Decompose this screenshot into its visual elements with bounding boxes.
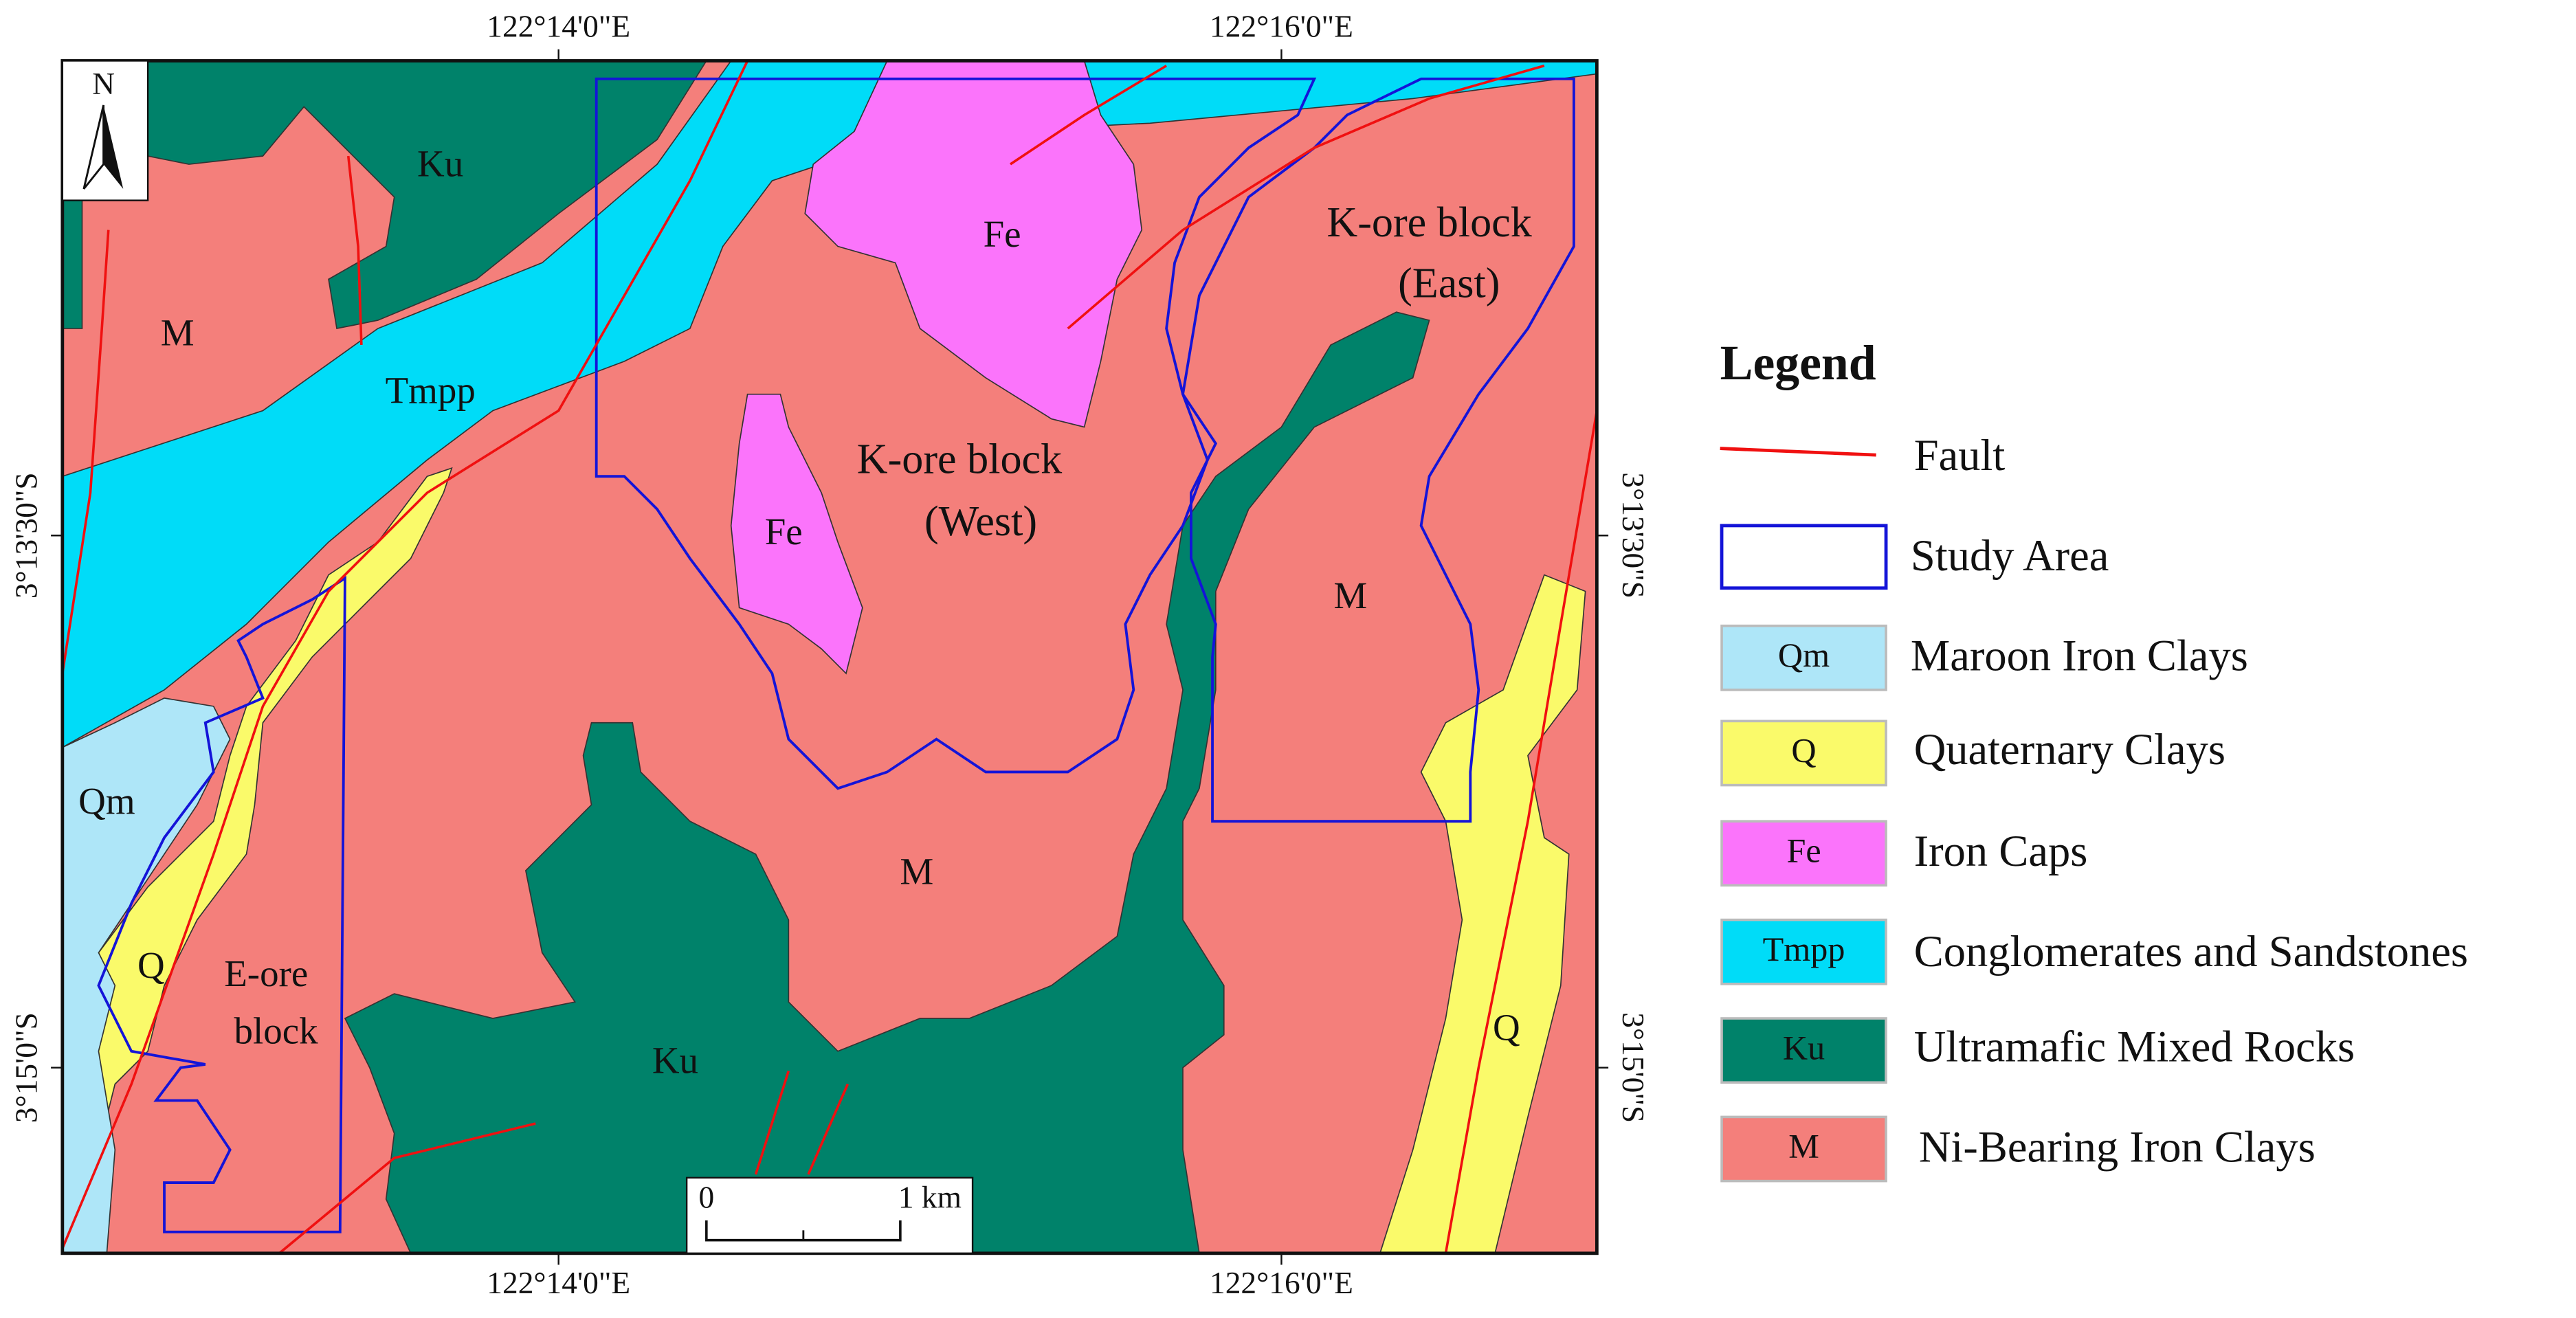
- coord-label: 3°13'30"S: [9, 472, 43, 599]
- map-label: Fe: [984, 213, 1021, 255]
- map-label: E-ore: [224, 952, 308, 994]
- north-arrow-right: [103, 104, 124, 189]
- coord-label: 122°16'0"E: [1210, 1266, 1353, 1300]
- unit-ku: [344, 311, 1430, 1254]
- map-label: M: [161, 312, 195, 354]
- coord-label: 3°15'0"S: [1616, 1012, 1650, 1123]
- legend-swatch: [1720, 1115, 1887, 1183]
- map-labels: Ku M Tmpp Fe K-ore block (East) K-ore bl…: [78, 142, 1533, 1081]
- map-label: M: [1333, 574, 1367, 616]
- north-arrow: N: [61, 60, 149, 201]
- map-label: Qm: [78, 780, 135, 822]
- coord-label: 122°14'0"E: [487, 1266, 630, 1300]
- study-area: [97, 575, 346, 1233]
- legend-swatch: [1720, 719, 1887, 787]
- map-label: Ku: [652, 1040, 698, 1082]
- fault: [1067, 64, 1545, 330]
- map-label: K-ore block: [1326, 199, 1532, 246]
- legend-label: Conglomerates and Sandstones: [1914, 926, 2468, 976]
- study-area: [1181, 77, 1575, 823]
- legend-label: Quaternary Clays: [1914, 724, 2225, 774]
- legend-label: Ni-Bearing Iron Clays: [1919, 1121, 2316, 1171]
- legend-label: Iron Caps: [1914, 826, 2088, 875]
- coord-label: 122°14'0"E: [487, 9, 630, 43]
- map-label: (East): [1398, 260, 1500, 307]
- legend-label: Ultramafic Mixed Rocks: [1914, 1022, 2355, 1071]
- legend-code: Q: [1791, 731, 1816, 770]
- map-label: K-ore block: [857, 436, 1063, 482]
- fault: [1010, 65, 1168, 166]
- map-label: Q: [1493, 1007, 1520, 1049]
- scale-label: 1 km: [898, 1181, 962, 1215]
- legend-label: Study Area: [1911, 530, 2109, 580]
- map-label: (West): [924, 498, 1037, 545]
- coord-label: 3°15'0"S: [9, 1012, 43, 1123]
- scale-bar: 0 1 km: [685, 1176, 974, 1255]
- map-label: Q: [137, 944, 165, 986]
- map-label: block: [234, 1010, 319, 1052]
- map-label: M: [900, 851, 933, 893]
- unit-ku: [61, 60, 708, 330]
- legend-code: Ku: [1783, 1028, 1825, 1066]
- fault: [61, 230, 110, 674]
- legend-code: M: [1788, 1127, 1819, 1165]
- map-label: Tmpp: [386, 369, 476, 411]
- legend-swatch: [1720, 918, 1887, 985]
- unit-fe: [804, 60, 1143, 428]
- fault: [1444, 410, 1599, 1254]
- legend-code: Fe: [1786, 831, 1821, 869]
- legend-swatch: [1720, 820, 1887, 887]
- legend-swatch: [1720, 1017, 1887, 1084]
- scale-label: 0: [698, 1181, 714, 1215]
- coord-label: 3°13'30"S: [1616, 472, 1650, 599]
- fault: [346, 155, 363, 346]
- legend-label: Fault: [1914, 430, 2006, 480]
- unit-fe: [730, 393, 863, 675]
- legend-study-symbol: [1720, 524, 1888, 590]
- coordinate-axes: 122°14'0"E 122°16'0"E 122°14'0"E 122°16'…: [9, 9, 1650, 1300]
- coord-label: 122°16'0"E: [1210, 9, 1353, 43]
- legend: Legend Fault Study Area Qm Maroon Iron C…: [1720, 335, 2468, 1183]
- fault: [754, 1070, 790, 1175]
- legend-code: Qm: [1778, 636, 1830, 674]
- legend-swatch: [1720, 624, 1887, 691]
- fault: [278, 1122, 536, 1255]
- legend-label: Maroon Iron Clays: [1911, 631, 2248, 680]
- faults: [61, 60, 1599, 1255]
- legend-code: Tmpp: [1763, 930, 1845, 968]
- north-arrow-left: [82, 104, 105, 190]
- map-label: Fe: [765, 511, 803, 552]
- north-label: N: [92, 67, 115, 101]
- legend-title: Legend: [1720, 335, 1876, 390]
- map-label: Ku: [417, 142, 463, 184]
- study-area: [595, 77, 1317, 790]
- legend-fault-symbol: [1720, 447, 1876, 457]
- fault: [807, 1083, 850, 1175]
- fault: [61, 60, 749, 1249]
